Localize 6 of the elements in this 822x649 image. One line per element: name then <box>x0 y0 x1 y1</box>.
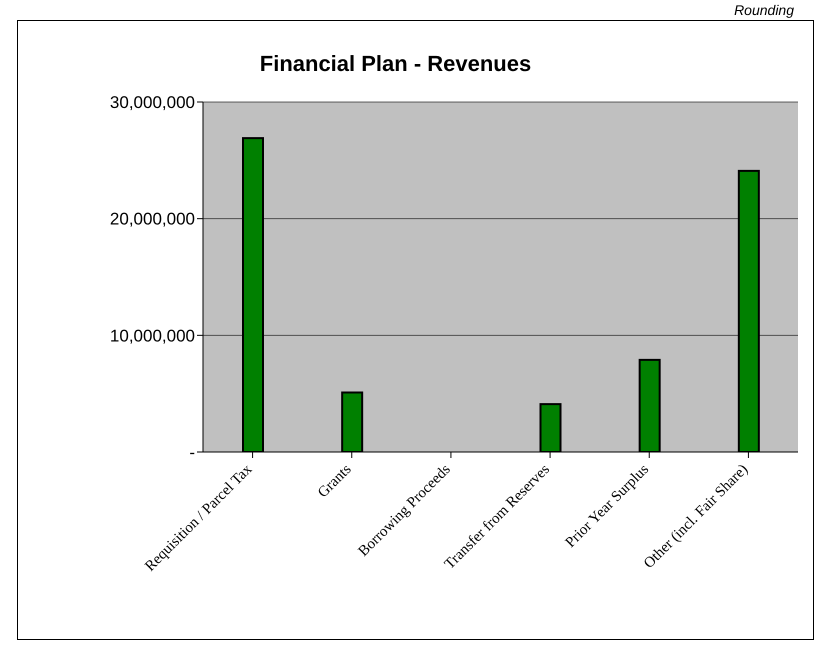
y-tick-label: 10,000,000 <box>110 326 195 346</box>
y-tick-label: - <box>189 443 195 462</box>
chart-title: Financial Plan - Revenues <box>258 51 532 77</box>
y-tick-label: 30,000,000 <box>110 93 195 112</box>
text: Rounding <box>734 2 794 18</box>
y-tick-label: 20,000,000 <box>110 210 195 229</box>
